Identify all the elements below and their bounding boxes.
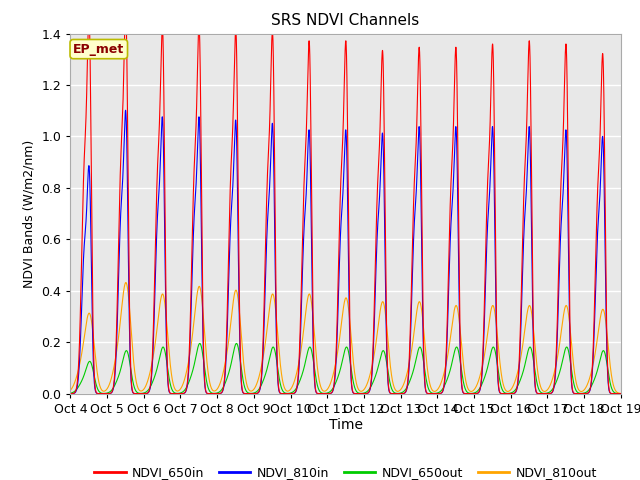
X-axis label: Time: Time bbox=[328, 419, 363, 432]
Text: EP_met: EP_met bbox=[73, 43, 124, 56]
Y-axis label: NDVI Bands (W/m2/nm): NDVI Bands (W/m2/nm) bbox=[23, 140, 36, 288]
Title: SRS NDVI Channels: SRS NDVI Channels bbox=[271, 13, 420, 28]
Legend: NDVI_650in, NDVI_810in, NDVI_650out, NDVI_810out: NDVI_650in, NDVI_810in, NDVI_650out, NDV… bbox=[90, 461, 602, 480]
